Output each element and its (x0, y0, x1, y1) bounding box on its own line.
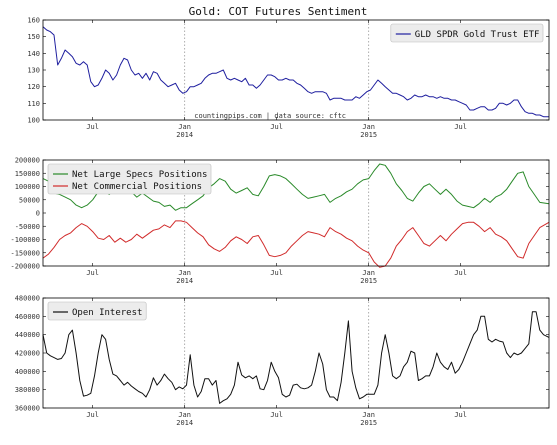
y-tick-label: 160 (27, 17, 40, 25)
x-tick-label: 2015 (360, 131, 377, 139)
y-tick-label: -150000 (10, 249, 40, 257)
x-tick-label: Jul (270, 123, 283, 131)
x-tick-label: Jul (454, 269, 467, 277)
x-tick-label: Jan (178, 123, 191, 131)
x-tick-label: Jan (362, 411, 375, 419)
y-tick-label: -50000 (15, 223, 40, 231)
series-line (42, 311, 550, 404)
x-tick-label: Jul (86, 123, 99, 131)
series-line (42, 220, 550, 268)
x-tick-label: 2014 (176, 131, 193, 139)
chart-watermark: countingpips.com | data source: cftc (194, 112, 346, 120)
x-tick-label: Jul (86, 269, 99, 277)
x-tick-label: 2015 (360, 277, 377, 285)
x-tick-label: Jan (178, 269, 191, 277)
x-tick-label: 2014 (176, 419, 193, 427)
y-tick-label: 380000 (15, 386, 40, 394)
x-tick-label: Jan (362, 123, 375, 131)
open-interest-panel: 360000 380000 400000 420000 440000 460000 4800… (15, 295, 550, 427)
x-tick-label: Jul (86, 411, 99, 419)
y-tick-label: 130 (27, 67, 40, 75)
chart-title: Gold: COT Futures Sentiment (189, 5, 368, 18)
legend-label: GLD SPDR Gold Trust ETF (415, 30, 540, 40)
y-tick-label: 100 (27, 117, 40, 125)
y-tick-label: 0 (36, 210, 40, 218)
series-line (42, 26, 549, 118)
y-tick-label: 460000 (15, 313, 40, 321)
y-tick-label: 140 (27, 50, 40, 58)
x-tick-label: Jul (270, 269, 283, 277)
y-tick-label: 110 (27, 100, 40, 108)
legend-label: Net Large Specs Positions (72, 170, 207, 180)
y-tick-label: -200000 (10, 263, 40, 271)
y-tick-label: 400000 (15, 368, 40, 376)
y-tick-label: 120 (27, 83, 40, 91)
y-tick-label: 200000 (15, 157, 40, 165)
x-tick-label: 2015 (360, 419, 377, 427)
y-tick-label: 50000 (19, 196, 40, 204)
y-tick-label: 420000 (15, 350, 40, 358)
y-tick-label: -100000 (10, 236, 40, 244)
y-tick-label: 150000 (15, 170, 40, 178)
legend-box (390, 23, 544, 43)
y-tick-label: 480000 (15, 295, 40, 303)
legend-box (47, 163, 212, 195)
x-tick-label: Jan (362, 269, 375, 277)
x-tick-label: Jul (454, 411, 467, 419)
x-tick-label: Jul (270, 411, 283, 419)
legend-label: Open Interest (72, 308, 142, 318)
legend-box (47, 301, 147, 321)
legend-label: Net Commercial Positions (72, 182, 202, 192)
x-tick-label: Jan (178, 411, 191, 419)
x-tick-label: 2014 (176, 277, 193, 285)
y-tick-label: 360000 (15, 405, 40, 413)
x-tick-label: Jul (454, 123, 467, 131)
y-tick-label: 440000 (15, 331, 40, 339)
y-tick-label: 100000 (15, 183, 40, 191)
positions-panel: -200000 -150000 -100000 -50000 0 50000 100000 1… (10, 157, 550, 285)
y-tick-label: 150 (27, 33, 40, 41)
